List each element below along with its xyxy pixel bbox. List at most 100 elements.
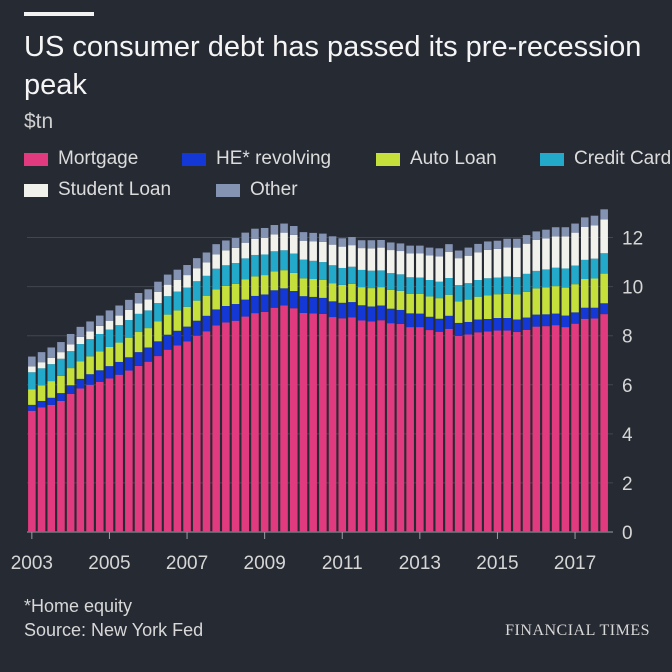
bar-segment xyxy=(231,263,240,284)
bar-segment xyxy=(57,358,65,376)
bar-segment xyxy=(251,254,259,277)
bar-segment xyxy=(144,310,153,329)
bar-segment xyxy=(95,333,104,352)
bar-segment xyxy=(37,368,46,386)
bar-segment xyxy=(212,268,220,290)
y-tick-label: 2 xyxy=(622,474,633,495)
bar-segment xyxy=(590,215,599,226)
legend-label-student-loan: Student Loan xyxy=(58,179,172,200)
bar-segment xyxy=(551,286,560,314)
bar-segment xyxy=(396,274,405,291)
x-tick-label: 2011 xyxy=(322,553,363,574)
bar-segment xyxy=(163,334,172,350)
bar-segment xyxy=(600,303,608,315)
bar-segment xyxy=(309,241,317,261)
bar-segment xyxy=(357,269,366,288)
bar-segment xyxy=(95,351,104,371)
bar-segment xyxy=(154,291,162,304)
bar-segment xyxy=(561,227,570,237)
bar-segment xyxy=(338,302,347,319)
bar-segment xyxy=(260,254,269,276)
bar-segment xyxy=(154,303,162,322)
bar-segment xyxy=(571,232,579,266)
bar-segment xyxy=(183,275,191,288)
bar-segment xyxy=(154,356,162,532)
bar-segment xyxy=(115,361,123,375)
bar-segment xyxy=(154,341,162,357)
bar-segment xyxy=(134,352,143,366)
bar-segment xyxy=(76,336,85,345)
bar-segment xyxy=(425,330,434,532)
publisher-logo: FINANCIAL TIMES xyxy=(505,622,650,639)
bar-segment xyxy=(222,306,230,323)
bar-segment xyxy=(202,275,211,296)
bar-segment xyxy=(231,304,240,321)
stacked-bar-chart: 0 2 4 6 8 10 12 2003 2005 2007 2009 2011 2013 2015 201… xyxy=(11,209,643,574)
bar-segment xyxy=(105,320,114,330)
bar-segment xyxy=(493,248,502,278)
bar-segment xyxy=(348,317,356,532)
bar-segment xyxy=(571,323,579,532)
bar-segment xyxy=(173,291,182,311)
bar-segment xyxy=(76,388,85,532)
bar-segment xyxy=(571,312,579,324)
bar-segment xyxy=(319,262,327,280)
bar-segment xyxy=(357,240,366,249)
bar-segment xyxy=(76,344,85,362)
legend-label-other: Other xyxy=(250,179,298,200)
bar-segment xyxy=(66,333,75,345)
bar-segment xyxy=(212,254,220,269)
bar-segment xyxy=(580,217,589,227)
bar-segment xyxy=(561,327,570,532)
bar-segment xyxy=(377,305,385,321)
bar-segment xyxy=(386,323,395,532)
bar-segment xyxy=(86,339,94,357)
bar-segment xyxy=(57,400,65,532)
bar-segment xyxy=(416,253,424,278)
bar-segment xyxy=(66,344,75,352)
bar-segment xyxy=(241,232,250,243)
bar-segment xyxy=(522,291,531,318)
bar-segment xyxy=(590,307,599,319)
bar-segment xyxy=(445,328,453,532)
x-tick-label: 2009 xyxy=(244,553,286,574)
bar-segment xyxy=(202,295,211,316)
bar-segment xyxy=(231,238,240,248)
bar-segment xyxy=(377,247,385,271)
bar-segment xyxy=(183,265,191,276)
bar-segment xyxy=(299,259,308,279)
bar-segment xyxy=(532,288,541,315)
bar-segment xyxy=(551,236,560,268)
bar-segment xyxy=(241,242,250,259)
bar-segment xyxy=(464,334,473,532)
bar-segment xyxy=(289,253,298,273)
bar-segment xyxy=(377,287,385,306)
bar-segment xyxy=(134,303,143,314)
bar-segment xyxy=(241,316,250,532)
bar-segment xyxy=(454,301,463,323)
bar-segment xyxy=(580,307,589,319)
bar-segment xyxy=(522,317,531,330)
bar-segment xyxy=(425,316,434,331)
bar-segment xyxy=(513,332,521,532)
bar-segment xyxy=(270,271,279,291)
bar-segment xyxy=(173,279,182,292)
bar-segment xyxy=(212,244,220,255)
bar-segment xyxy=(289,308,298,532)
bar-segment xyxy=(251,238,259,255)
bar-segment xyxy=(231,283,240,305)
bar-segment xyxy=(28,366,36,373)
bar-segment xyxy=(37,352,46,363)
bar-segment xyxy=(37,362,46,369)
bar-segment xyxy=(386,289,395,309)
bar-segment xyxy=(212,325,220,532)
bar-segment xyxy=(503,330,511,532)
bar-segment xyxy=(532,239,541,271)
bar-segment xyxy=(202,315,211,332)
bar-segment xyxy=(202,262,211,276)
legend-label-he-revolving: HE* revolving xyxy=(216,148,332,169)
bar-segment xyxy=(173,345,182,532)
bar-segment xyxy=(192,258,201,269)
bar-segment xyxy=(338,238,347,247)
bar-segment xyxy=(474,319,482,333)
